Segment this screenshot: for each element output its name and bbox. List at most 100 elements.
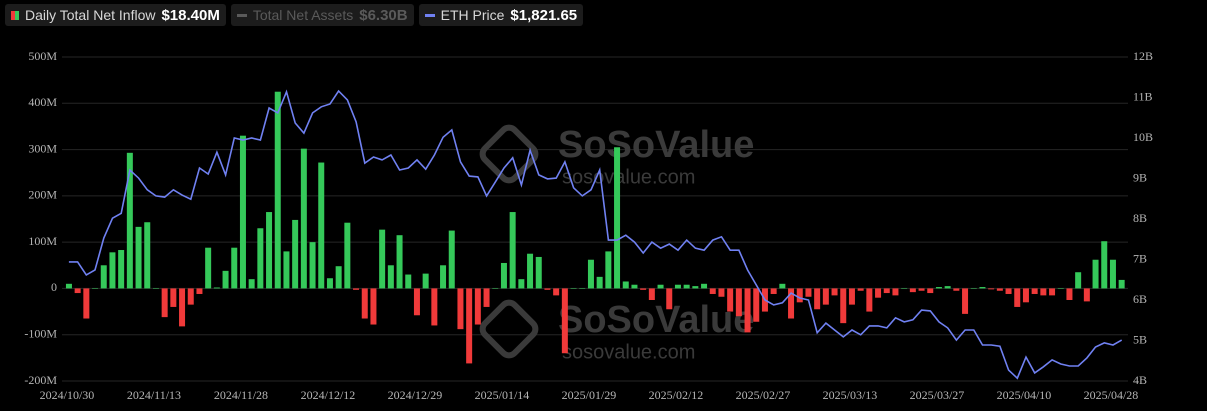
bar bbox=[187, 288, 194, 305]
bar bbox=[222, 270, 229, 289]
bar bbox=[379, 229, 386, 289]
y-tick-label: -100M bbox=[24, 326, 57, 340]
x-tick-label: 2024/12/29 bbox=[388, 388, 443, 402]
watermark-logo bbox=[479, 124, 539, 184]
bar bbox=[500, 262, 507, 289]
y2-tick-label: 7B bbox=[1133, 251, 1147, 265]
bar bbox=[718, 288, 725, 297]
bar bbox=[1005, 288, 1012, 294]
bar bbox=[300, 148, 307, 289]
bar bbox=[988, 288, 995, 290]
bar bbox=[553, 288, 560, 296]
bar bbox=[431, 288, 438, 326]
watermark-url: sosovalue.com bbox=[562, 341, 695, 363]
bar bbox=[1049, 288, 1056, 296]
legend: Daily Total Net Inflow $18.40M Total Net A… bbox=[5, 4, 584, 26]
watermark-brand: SoSoValue bbox=[558, 124, 754, 166]
legend-name: ETH Price bbox=[440, 7, 505, 23]
bar bbox=[309, 242, 316, 289]
bar bbox=[152, 288, 159, 289]
bar bbox=[213, 287, 220, 289]
bar bbox=[561, 288, 568, 354]
bar bbox=[944, 286, 951, 289]
bar bbox=[822, 288, 829, 305]
bar bbox=[605, 251, 612, 289]
y-tick-label: 200M bbox=[28, 188, 57, 202]
bar bbox=[692, 286, 699, 289]
bar bbox=[1101, 241, 1108, 289]
bar bbox=[509, 212, 516, 289]
legend-value: $18.40M bbox=[161, 6, 220, 24]
bar bbox=[596, 276, 603, 289]
bar bbox=[118, 250, 125, 289]
bar bbox=[318, 162, 325, 289]
legend-name: Daily Total Net Inflow bbox=[25, 7, 156, 23]
bar bbox=[805, 288, 812, 297]
bar bbox=[239, 135, 246, 289]
bar bbox=[857, 288, 864, 291]
bar bbox=[831, 288, 838, 296]
y-tick-label: 0 bbox=[51, 280, 57, 294]
bar bbox=[396, 235, 403, 289]
bar bbox=[866, 288, 873, 312]
x-tick-label: 2025/04/10 bbox=[997, 388, 1052, 402]
y2-tick-label: 10B bbox=[1133, 130, 1153, 144]
bar bbox=[927, 288, 934, 294]
bar bbox=[492, 288, 499, 289]
bar bbox=[335, 266, 342, 289]
bar bbox=[666, 288, 673, 310]
bar bbox=[448, 230, 455, 289]
bar bbox=[144, 222, 151, 289]
x-tick-label: 2024/10/30 bbox=[40, 388, 95, 402]
bar bbox=[326, 278, 333, 289]
x-tick-label: 2025/03/13 bbox=[823, 388, 878, 402]
bar bbox=[544, 288, 551, 290]
y2-tick-label: 11B bbox=[1133, 89, 1153, 103]
x-tick-label: 2024/11/28 bbox=[214, 388, 268, 402]
x-tick-label: 2025/01/14 bbox=[475, 388, 530, 402]
legend-name: Total Net Assets bbox=[252, 7, 354, 23]
bar bbox=[1092, 259, 1099, 289]
bar bbox=[875, 288, 882, 298]
bar bbox=[292, 219, 299, 289]
bar bbox=[901, 288, 908, 289]
bar bbox=[205, 247, 212, 289]
bar bbox=[283, 251, 290, 289]
bar bbox=[779, 283, 786, 289]
bar bbox=[840, 288, 847, 324]
legend-icon bbox=[424, 13, 435, 17]
y-tick-label: 100M bbox=[28, 234, 57, 248]
y2-tick-label: 12B bbox=[1133, 49, 1153, 63]
y-tick-label: 400M bbox=[28, 95, 57, 109]
bar bbox=[570, 288, 577, 289]
bar bbox=[196, 288, 203, 294]
bar bbox=[527, 253, 534, 289]
bar bbox=[387, 265, 394, 289]
bar bbox=[1031, 288, 1038, 294]
bar bbox=[474, 288, 481, 325]
x-tick-label: 2024/12/12 bbox=[301, 388, 356, 402]
bar bbox=[1022, 288, 1029, 303]
bar bbox=[1014, 288, 1021, 307]
bar bbox=[248, 279, 255, 289]
line bbox=[68, 89, 1123, 380]
bar bbox=[353, 288, 360, 290]
bar bbox=[266, 212, 273, 289]
y2-tick-label: 6B bbox=[1133, 292, 1147, 306]
legend-item: Daily Total Net Inflow $18.40M bbox=[5, 4, 226, 26]
bar bbox=[422, 273, 429, 289]
y-tick-label: 500M bbox=[28, 49, 57, 63]
bar bbox=[996, 288, 1003, 291]
bar bbox=[135, 226, 142, 289]
bar bbox=[614, 147, 621, 289]
bar bbox=[405, 274, 412, 289]
legend-item: Total Net Assets $6.30B bbox=[230, 4, 414, 26]
bar bbox=[622, 281, 629, 289]
bar bbox=[674, 284, 681, 289]
bar bbox=[65, 283, 72, 289]
bar bbox=[179, 288, 186, 327]
bar bbox=[457, 288, 464, 330]
bar bbox=[74, 288, 81, 294]
